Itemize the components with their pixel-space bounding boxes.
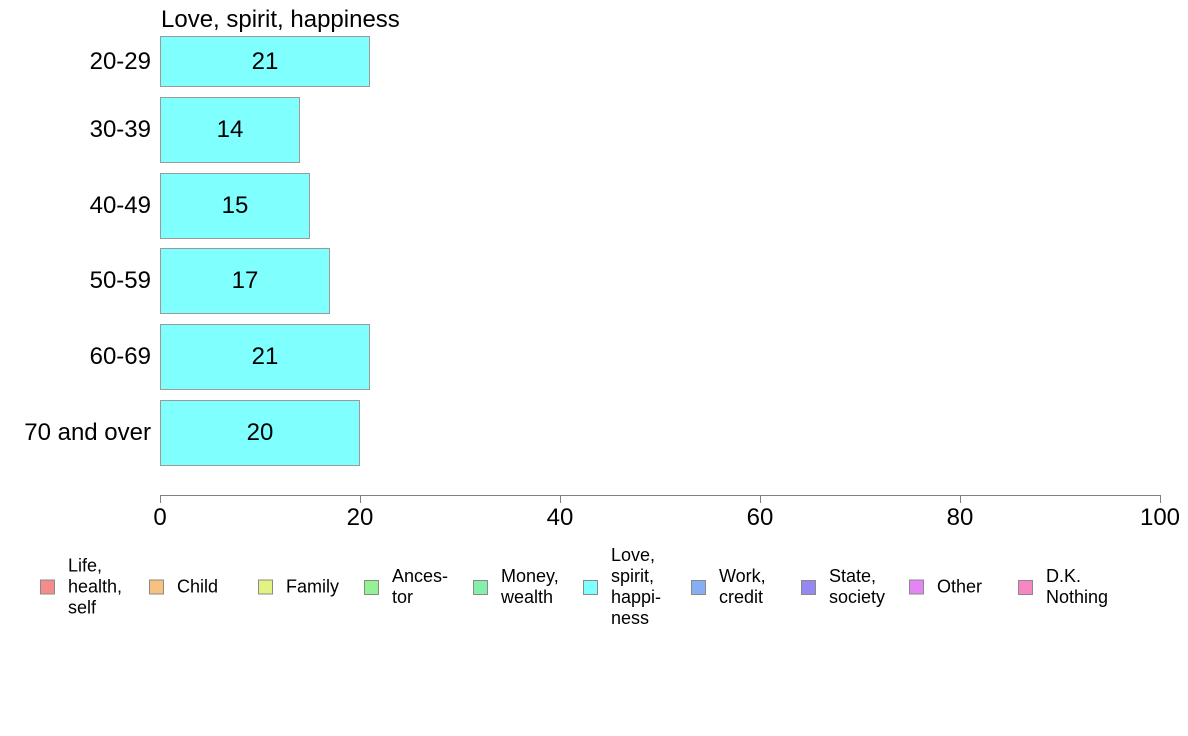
x-axis-tick (960, 495, 961, 503)
legend-color-swatch (40, 579, 55, 595)
x-axis-tick-label: 80 (946, 504, 974, 531)
bar: 15 (160, 173, 310, 239)
bar: 20 (160, 400, 360, 466)
x-axis-tick-label: 0 (153, 504, 167, 531)
legend-color-swatch (473, 579, 488, 595)
legend-color-swatch (258, 579, 273, 595)
category-label: 70 and over (24, 419, 151, 446)
category-label: 50-59 (89, 267, 151, 294)
x-axis-tick-label: 60 (746, 504, 774, 531)
legend-item: Other (909, 577, 982, 598)
chart-title: Love, spirit, happiness (161, 6, 400, 33)
x-axis-line (160, 495, 1161, 496)
category-label: 20-29 (89, 47, 151, 75)
legend-item: Child (149, 577, 218, 598)
bar-value-label: 17 (231, 267, 259, 294)
legend-item: D.K. Nothing (1018, 566, 1108, 608)
legend-item-label: Other (937, 576, 983, 597)
bar: 14 (160, 97, 300, 163)
legend-item-label: Life, health, self (68, 555, 123, 618)
legend-item: Family (258, 577, 339, 598)
category-label: 60-69 (89, 343, 151, 370)
category-label: 40-49 (89, 192, 151, 219)
legend-color-swatch (1018, 579, 1033, 595)
x-axis-tick (160, 495, 161, 503)
legend-color-swatch (583, 579, 598, 595)
legend-item-label: Work, credit (719, 566, 766, 607)
bar: 21 (160, 36, 370, 87)
x-axis-tick (560, 495, 561, 503)
bar-value-label: 14 (216, 116, 244, 143)
bar: 17 (160, 248, 330, 314)
legend-item-label: Child (177, 576, 219, 597)
bar-value-label: 21 (251, 343, 279, 370)
legend-color-swatch (801, 579, 816, 595)
legend-item: Love, spirit, happi- ness (583, 545, 661, 629)
bar-value-label: 20 (246, 419, 274, 446)
legend-item: Life, health, self (40, 556, 122, 619)
legend-item-label: State, society (829, 566, 886, 607)
legend-color-swatch (909, 579, 924, 595)
x-axis-tick (760, 495, 761, 503)
legend-item: Ances- tor (364, 566, 448, 608)
legend-item: Work, credit (691, 566, 766, 608)
x-axis-tick-label: 20 (346, 504, 374, 531)
legend-item-label: Love, spirit, happi- ness (611, 545, 662, 628)
legend-color-swatch (691, 579, 706, 595)
bar: 21 (160, 324, 370, 390)
x-axis-tick (360, 495, 361, 503)
category-label: 30-39 (89, 116, 151, 143)
legend-item-label: Money, wealth (501, 566, 559, 607)
legend-color-swatch (364, 579, 379, 595)
x-axis-tick (1160, 495, 1161, 503)
bar-value-label: 21 (251, 47, 279, 75)
x-axis-tick-label: 40 (546, 504, 574, 531)
legend-item: Money, wealth (473, 566, 559, 608)
bar-value-label: 15 (221, 192, 249, 219)
legend-item-label: Family (286, 576, 339, 597)
legend-color-swatch (149, 579, 164, 595)
legend-item-label: Ances- tor (392, 566, 449, 607)
x-axis-tick-label: 100 (1139, 504, 1181, 531)
legend-item: State, society (801, 566, 885, 608)
legend-item-label: D.K. Nothing (1046, 566, 1109, 607)
